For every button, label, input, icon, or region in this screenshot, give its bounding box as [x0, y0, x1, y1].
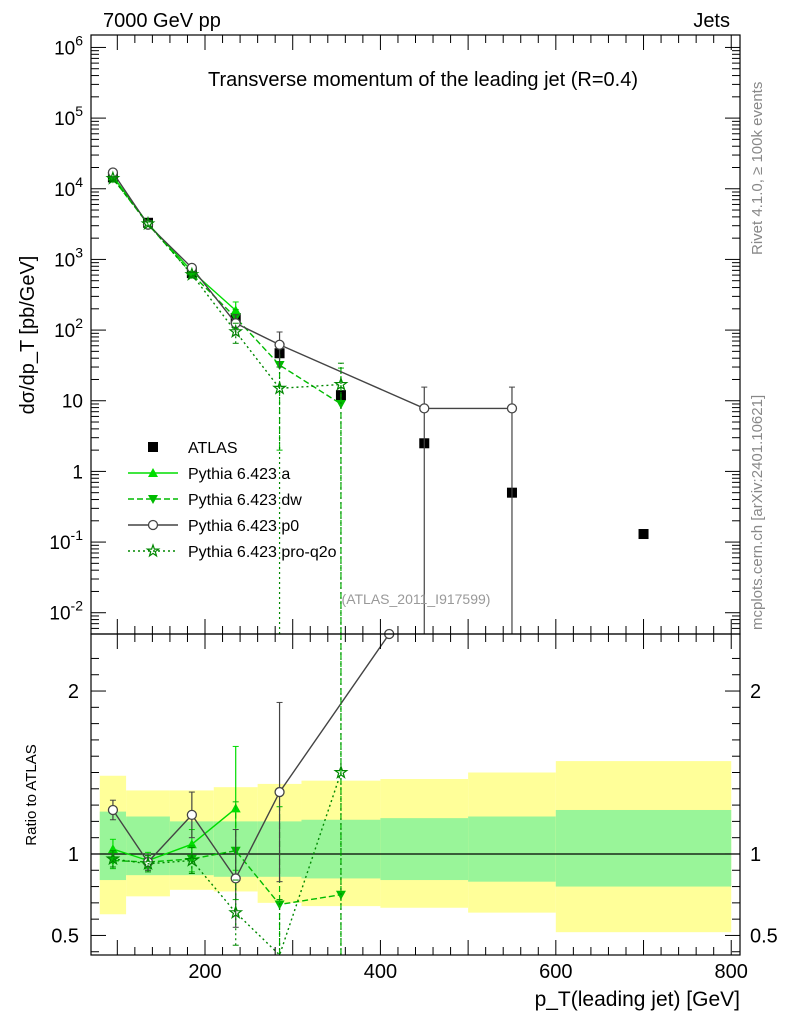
ratio-axis-label: Ratio to ATLAS — [23, 744, 40, 845]
x-axis-label: p_T(leading jet) [GeV] — [535, 988, 740, 1011]
y-tick-label: 103 — [54, 244, 83, 271]
main-series-pythia-6-423-dw — [107, 174, 346, 635]
y-tick-label: 10-2 — [49, 598, 83, 625]
data-point — [335, 399, 346, 409]
legend-label: ATLAS — [188, 440, 238, 457]
series-line — [112, 633, 390, 880]
data-point — [230, 873, 241, 884]
data-point — [186, 809, 198, 821]
data-point — [148, 442, 158, 452]
data-point — [333, 764, 349, 779]
x-tick-label: 200 — [188, 961, 221, 983]
data-point — [105, 851, 121, 866]
y-tick-exponent: -1 — [71, 527, 84, 543]
x-tick-label: 400 — [364, 961, 397, 983]
data-point — [638, 529, 649, 540]
legend-label: Pythia 6.423 a — [188, 466, 290, 483]
main-series-pythia-6-423-pro-q2o — [105, 170, 349, 635]
y-tick-exponent: 4 — [75, 174, 83, 190]
x-tick-label: 800 — [715, 961, 748, 983]
data-point — [228, 323, 244, 338]
data-point — [107, 804, 119, 816]
data-point — [184, 852, 200, 867]
data-point — [274, 339, 285, 350]
y-tick-exponent: 6 — [75, 32, 83, 48]
chart-title: Transverse momentum of the leading jet (… — [208, 69, 638, 91]
data-point — [105, 170, 121, 185]
mcplots-label: mcplots.cern.ch [arXiv:2401.10621] — [749, 395, 766, 630]
ratio-tick-label-right: 0.5 — [750, 925, 778, 947]
x-tick-label: 600 — [539, 961, 572, 983]
header-right: Jets — [693, 10, 730, 32]
ratio-tick-label-left: 2 — [68, 681, 79, 703]
data-point — [272, 380, 288, 395]
legend-label: Pythia 6.423 p0 — [188, 518, 299, 535]
ratio-tick-label-right: 2 — [750, 681, 761, 703]
band-inner — [468, 816, 556, 882]
ratio-series-pythia-6-423-pro-q2o — [105, 633, 349, 957]
y-tick-label: 1 — [72, 462, 83, 483]
ratio-tick-label-right: 1 — [750, 844, 761, 866]
band-inner — [555, 809, 732, 887]
y-tick-label: 106 — [54, 32, 83, 59]
data-point — [506, 403, 518, 414]
data-point — [140, 855, 156, 871]
analysis-watermark: (ATLAS_2011_I917599) — [342, 591, 491, 607]
band-inner — [380, 818, 469, 881]
data-point — [184, 266, 200, 281]
data-point — [335, 890, 346, 900]
legend: ATLAS Pythia 6.423 a Pythia 6.423 dw Pythia… — [128, 440, 337, 561]
legend-entry: Pythia 6.423 dw — [128, 492, 302, 509]
data-point — [148, 468, 158, 477]
legend-entry: Pythia 6.423 a — [128, 466, 290, 483]
data-point — [274, 786, 285, 798]
legend-entry: Pythia 6.423 p0 — [128, 518, 299, 535]
y-tick-label: 102 — [54, 315, 83, 342]
main-series-pythia-6-423-p0 — [107, 167, 518, 635]
data-point — [419, 403, 430, 414]
series-line — [112, 807, 237, 862]
y-tick-exponent: -2 — [71, 598, 84, 614]
data-point — [147, 519, 159, 531]
series-line — [112, 772, 342, 957]
y-tick-label: 104 — [54, 174, 83, 201]
y-tick-exponent: 2 — [75, 315, 83, 331]
data-point — [228, 904, 244, 919]
series-layer — [105, 167, 649, 957]
series-line — [112, 177, 342, 405]
series-line — [112, 177, 342, 390]
legend-label: Pythia 6.423 dw — [188, 492, 302, 509]
data-point — [145, 543, 161, 558]
data-point — [140, 215, 156, 231]
series-line — [112, 175, 237, 311]
y-tick-exponent: 3 — [75, 244, 83, 260]
legend-entry: Pythia 6.423 pro-q2o — [128, 543, 337, 561]
data-point — [333, 376, 349, 391]
series-line — [112, 172, 512, 410]
legend-label: Pythia 6.423 pro-q2o — [188, 544, 337, 561]
main-series-atlas — [107, 172, 649, 540]
y-tick-exponent: 5 — [75, 103, 83, 119]
data-point — [186, 854, 197, 864]
y-tick-label: 10 — [62, 392, 83, 413]
ratio-tick-label-left: 0.5 — [51, 925, 79, 947]
header-left: 7000 GeV pp — [103, 10, 221, 32]
y-axis-label: dσ/dp_T [pb/GeV] — [17, 256, 39, 415]
legend-entry: ATLAS — [148, 440, 238, 457]
ratio-tick-label-left: 1 — [68, 844, 79, 866]
rivet-label: Rivet 4.1.0, ≥ 100k events — [749, 82, 766, 255]
y-tick-label: 105 — [54, 103, 83, 130]
data-point — [148, 495, 158, 504]
y-tick-label: 10-1 — [49, 527, 83, 554]
